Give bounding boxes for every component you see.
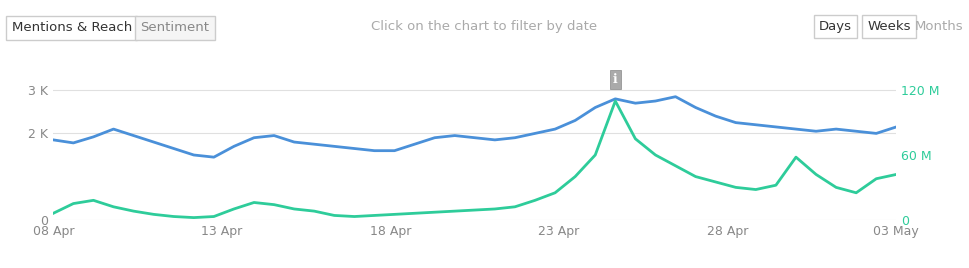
Text: Sentiment: Sentiment bbox=[141, 21, 209, 35]
Text: Months: Months bbox=[915, 20, 963, 33]
Text: ℹ: ℹ bbox=[613, 73, 617, 86]
Text: Mentions & Reach: Mentions & Reach bbox=[12, 21, 132, 35]
Text: Click on the chart to filter by date: Click on the chart to filter by date bbox=[371, 20, 598, 33]
Text: Weeks: Weeks bbox=[867, 20, 911, 33]
Text: Days: Days bbox=[819, 20, 852, 33]
